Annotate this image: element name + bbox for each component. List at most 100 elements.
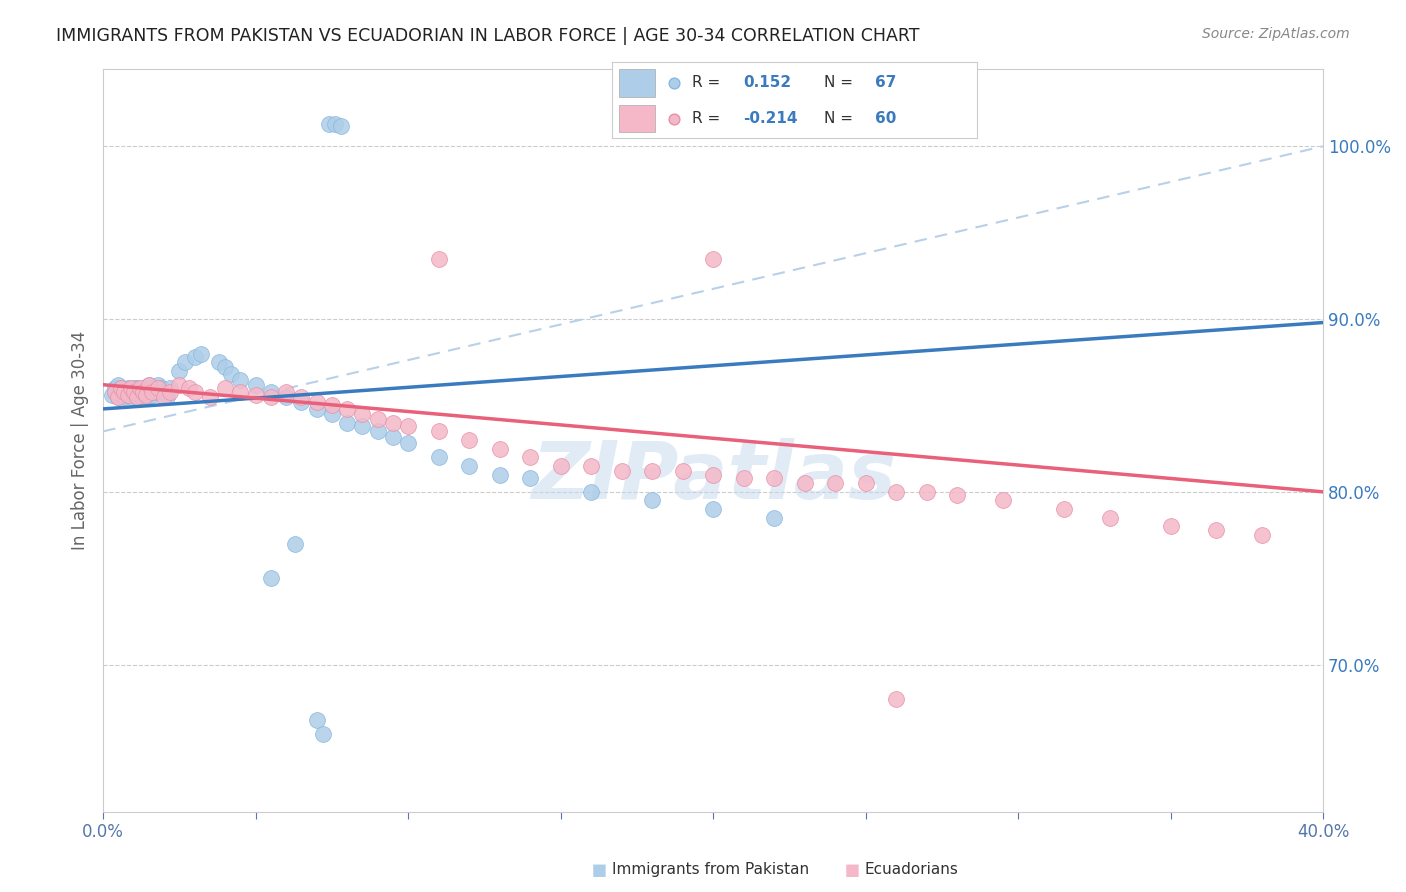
Text: 67: 67 bbox=[875, 76, 896, 90]
Text: N =: N = bbox=[824, 111, 858, 126]
Point bbox=[122, 381, 145, 395]
Point bbox=[321, 407, 343, 421]
Point bbox=[125, 390, 148, 404]
Point bbox=[117, 381, 139, 395]
Point bbox=[208, 355, 231, 369]
Point bbox=[991, 493, 1014, 508]
Point bbox=[305, 395, 328, 409]
Point bbox=[107, 377, 129, 392]
Point bbox=[276, 384, 298, 399]
Point bbox=[229, 372, 252, 386]
Point bbox=[107, 390, 129, 404]
Point bbox=[146, 377, 169, 392]
Point bbox=[662, 112, 685, 126]
Point bbox=[1053, 502, 1076, 516]
Point bbox=[488, 442, 510, 456]
Point bbox=[122, 384, 145, 399]
Text: 60: 60 bbox=[875, 111, 896, 126]
Point bbox=[107, 390, 129, 404]
Point bbox=[946, 488, 969, 502]
Point bbox=[132, 381, 155, 395]
Text: R =: R = bbox=[692, 111, 725, 126]
Point bbox=[276, 390, 298, 404]
Point bbox=[610, 464, 633, 478]
Point bbox=[198, 390, 221, 404]
Point bbox=[550, 458, 572, 473]
Point bbox=[110, 388, 132, 402]
Point bbox=[183, 350, 205, 364]
Point bbox=[245, 377, 267, 392]
Point bbox=[427, 252, 450, 266]
Point bbox=[117, 388, 139, 402]
Point bbox=[884, 692, 907, 706]
Point bbox=[138, 377, 160, 392]
Point bbox=[336, 416, 359, 430]
Point bbox=[177, 381, 200, 395]
Point bbox=[128, 384, 150, 399]
Point bbox=[458, 433, 481, 447]
Point bbox=[229, 384, 252, 399]
Point bbox=[793, 476, 815, 491]
Point bbox=[141, 388, 163, 402]
Point bbox=[367, 425, 389, 439]
Text: Source: ZipAtlas.com: Source: ZipAtlas.com bbox=[1202, 27, 1350, 41]
Point bbox=[138, 384, 160, 399]
Point bbox=[336, 401, 359, 416]
Point bbox=[305, 401, 328, 416]
Point bbox=[143, 384, 166, 399]
Text: 0.152: 0.152 bbox=[744, 76, 792, 90]
Text: ZIPatlas: ZIPatlas bbox=[530, 438, 896, 516]
Point bbox=[260, 390, 283, 404]
Point bbox=[318, 117, 340, 131]
Point bbox=[702, 252, 724, 266]
Point bbox=[153, 390, 176, 404]
Point bbox=[579, 458, 602, 473]
Point bbox=[128, 388, 150, 402]
Point bbox=[352, 419, 374, 434]
Point bbox=[260, 384, 283, 399]
Point bbox=[855, 476, 877, 491]
Point bbox=[104, 381, 127, 395]
Point bbox=[117, 388, 139, 402]
Point bbox=[260, 571, 283, 585]
Point bbox=[159, 384, 181, 399]
Y-axis label: In Labor Force | Age 30-34: In Labor Force | Age 30-34 bbox=[72, 330, 89, 549]
Point bbox=[1205, 523, 1227, 537]
Point bbox=[146, 381, 169, 395]
Point bbox=[427, 425, 450, 439]
Point bbox=[153, 384, 176, 399]
Point bbox=[125, 381, 148, 395]
Point bbox=[135, 390, 157, 404]
Point bbox=[183, 384, 205, 399]
Point bbox=[214, 381, 236, 395]
Point bbox=[135, 388, 157, 402]
Point bbox=[114, 384, 136, 399]
Point bbox=[381, 416, 404, 430]
Point bbox=[1098, 510, 1121, 524]
Point bbox=[1160, 519, 1182, 533]
Text: Immigrants from Pakistan: Immigrants from Pakistan bbox=[612, 863, 808, 877]
Text: R =: R = bbox=[692, 76, 725, 90]
Point bbox=[138, 377, 160, 392]
Point bbox=[352, 407, 374, 421]
Point bbox=[120, 381, 142, 395]
Point bbox=[169, 364, 191, 378]
Point bbox=[519, 450, 541, 465]
Point bbox=[290, 395, 312, 409]
Point bbox=[519, 471, 541, 485]
Point bbox=[110, 381, 132, 395]
Point bbox=[1251, 528, 1274, 542]
Point bbox=[396, 419, 419, 434]
Point bbox=[122, 388, 145, 402]
Text: -0.214: -0.214 bbox=[744, 111, 797, 126]
Point bbox=[132, 384, 155, 399]
Text: ▪: ▪ bbox=[844, 858, 860, 881]
Point bbox=[159, 381, 181, 395]
Text: IMMIGRANTS FROM PAKISTAN VS ECUADORIAN IN LABOR FORCE | AGE 30-34 CORRELATION CH: IMMIGRANTS FROM PAKISTAN VS ECUADORIAN I… bbox=[56, 27, 920, 45]
Point bbox=[107, 384, 129, 399]
Point bbox=[150, 381, 173, 395]
Point bbox=[128, 381, 150, 395]
Point bbox=[672, 464, 695, 478]
Point bbox=[458, 458, 481, 473]
Point bbox=[174, 355, 197, 369]
